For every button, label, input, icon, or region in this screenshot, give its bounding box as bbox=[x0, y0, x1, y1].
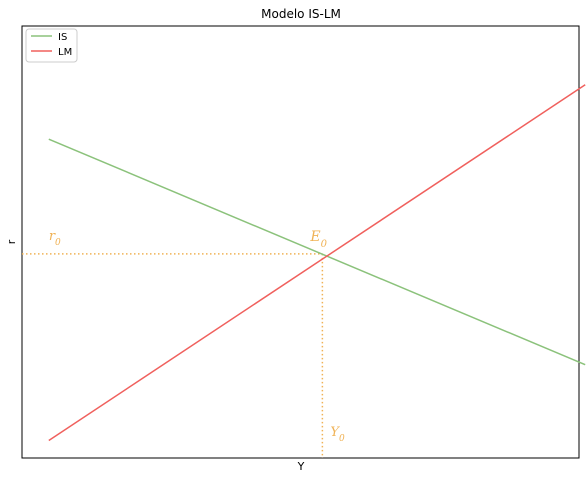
annotation-layer: E0 r0 Y0 bbox=[49, 229, 345, 444]
equilibrium-point-label: E0 bbox=[309, 229, 327, 250]
x-axis-label: Y bbox=[297, 460, 305, 473]
equilibrium-y-label: Y0 bbox=[330, 425, 345, 444]
legend-label-lm: LM bbox=[58, 47, 72, 58]
equilibrium-guides bbox=[22, 253, 324, 458]
series-line-is bbox=[48, 138, 586, 366]
legend-label-is: IS bbox=[58, 32, 67, 43]
equilibrium-r-label: r0 bbox=[49, 229, 61, 248]
y-axis-label: r bbox=[5, 239, 18, 244]
series-line-lm bbox=[48, 84, 586, 442]
chart-title: Modelo IS-LM bbox=[261, 7, 341, 21]
plot-frame bbox=[21, 25, 580, 459]
legend: IS LM bbox=[25, 28, 78, 63]
series-layer bbox=[48, 84, 586, 442]
legend-box bbox=[25, 28, 78, 63]
